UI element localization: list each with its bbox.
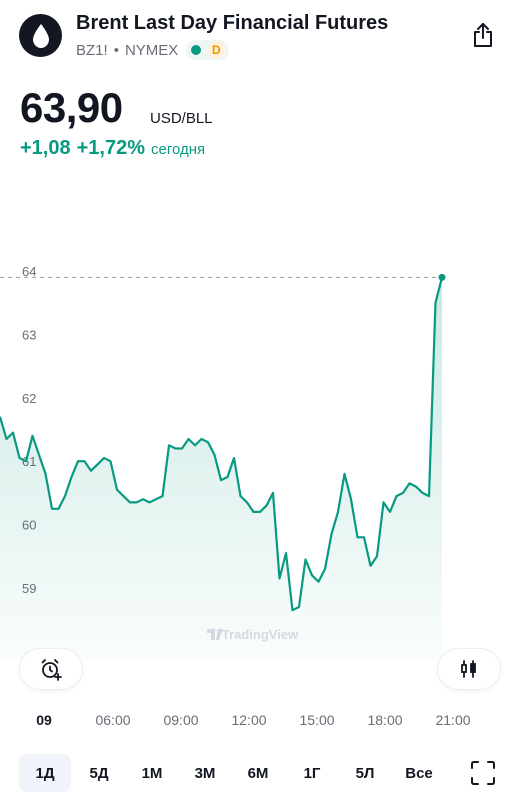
fullscreen-button[interactable]: [468, 758, 498, 788]
y-tick-label: 62: [22, 391, 36, 406]
symbol-code: BZ1!: [76, 41, 108, 59]
time-axis-label: 06:00: [95, 712, 131, 728]
price-area-fill: [0, 277, 442, 660]
y-tick-label: 63: [22, 327, 36, 342]
change-period: сегодня: [151, 141, 206, 158]
price-currency: USD/BLL: [150, 110, 213, 127]
range-selector: 1Д 5Д 1М 3М 6М 1Г 5Л Все: [0, 752, 521, 796]
time-axis-label: 12:00: [231, 712, 267, 728]
time-axis-label: 15:00: [299, 712, 335, 728]
change-absolute: +1,08: [20, 137, 71, 159]
range-button[interactable]: 1М: [141, 764, 163, 782]
candlestick-icon: [461, 660, 476, 678]
share-icon: [474, 23, 492, 47]
symbol-header: Brent Last Day Financial Futures BZ1! • …: [0, 0, 521, 80]
exchange-name: NYMEX: [124, 41, 179, 59]
share-button[interactable]: [466, 18, 500, 52]
tradingview-watermark: TradingView: [222, 627, 299, 642]
market-open-dot-icon: [191, 45, 202, 55]
time-axis-label: 21:00: [435, 712, 471, 728]
range-button[interactable]: 5Д: [89, 764, 109, 782]
tradingview-logo-icon: [207, 629, 223, 640]
time-axis-label: 18:00: [367, 712, 403, 728]
instrument-title: Brent Last Day Financial Futures: [76, 12, 389, 34]
market-status-pill[interactable]: D: [186, 40, 230, 60]
delayed-data-badge: D: [207, 41, 226, 59]
alarm-clock-plus-icon: [41, 659, 62, 681]
chart-type-button[interactable]: [438, 649, 500, 689]
oil-drop-icon: [19, 14, 62, 57]
add-alert-button[interactable]: [20, 649, 82, 689]
time-axis-label: 09: [36, 712, 52, 728]
instrument-subline: BZ1! • NYMEX D: [76, 40, 230, 60]
range-button[interactable]: 6М: [247, 764, 269, 782]
price-chart[interactable]: 646362616059 TradingView: [0, 240, 521, 660]
price-line-series: [0, 277, 444, 612]
y-tick-label: 64: [22, 264, 36, 279]
time-axis-label: 09:00: [163, 712, 199, 728]
last-price: 63,90: [20, 84, 123, 131]
time-axis: 09 06:00 09:00 12:00 15:00 18:00 21:00: [0, 710, 521, 732]
last-price-dot: [438, 273, 446, 281]
fullscreen-icon: [471, 761, 495, 785]
range-button[interactable]: Все: [405, 764, 433, 782]
range-button[interactable]: 5Л: [355, 764, 375, 782]
range-button[interactable]: 1Г: [303, 764, 321, 782]
price-change: +1,08 +1,72% сегодня: [20, 137, 205, 160]
separator: •: [113, 41, 119, 59]
change-percent: +1,72%: [76, 137, 145, 159]
range-button[interactable]: 3М: [194, 764, 216, 782]
range-button[interactable]: 1Д: [19, 754, 71, 792]
